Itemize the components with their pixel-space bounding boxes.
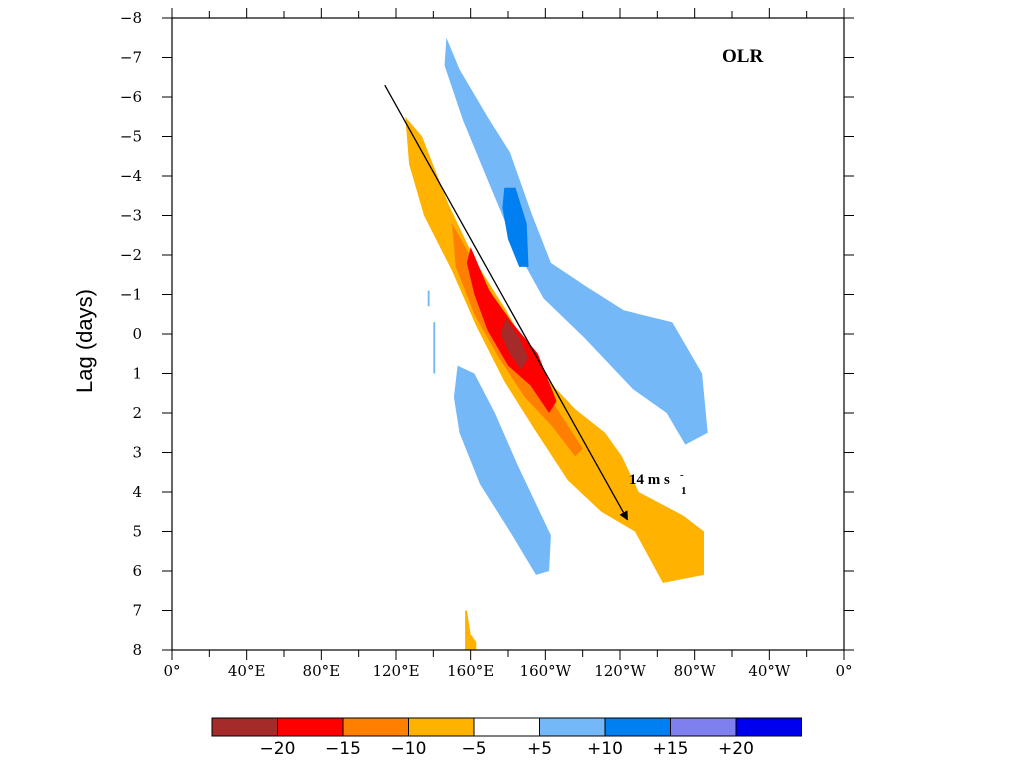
y-tick-label: 6	[132, 562, 142, 580]
colorbar-swatch	[473, 717, 540, 737]
shaded-regions	[405, 37, 708, 650]
colorbar-swatch	[539, 717, 606, 737]
chart-title: OLR	[722, 46, 763, 67]
y-tick-label: −7	[120, 49, 142, 67]
shaded-region-2	[453, 365, 551, 575]
y-tick-label: −1	[120, 286, 142, 304]
x-tick-label: 160°W	[520, 662, 572, 680]
colorbar-swatch	[735, 717, 802, 737]
colorbar-swatch	[211, 717, 278, 737]
colorbar-swatch	[670, 717, 737, 737]
shaded-region-6	[465, 610, 477, 650]
x-tick-label: 80°E	[303, 662, 341, 680]
y-tick-label: 5	[132, 523, 142, 541]
y-tick-label: −8	[120, 9, 142, 27]
shaded-region-9	[500, 318, 529, 370]
x-tick-label: 0°	[163, 662, 180, 680]
speed-annotation-superscript: -	[680, 469, 684, 481]
speed-annotation-subscript: 1	[681, 485, 687, 497]
y-axis: −8 −7 −6 −5 −4 −3 −2 −1 0 1 2 3 4 5 6 7 8	[120, 9, 854, 659]
y-tick-label: 1	[132, 365, 142, 383]
x-tick-label: 80°W	[674, 662, 717, 680]
x-axis: 0° 40°E 80°E 120°E 160°E 160°W 120°W 80°W 40°W 0°	[163, 8, 853, 680]
y-axis-label: Lag (days)	[72, 289, 97, 393]
colorbar-label: +5	[527, 739, 552, 759]
colorbar-label: −5	[461, 739, 486, 759]
y-tick-label: −2	[120, 246, 142, 264]
colorbar-label: +15	[653, 739, 689, 759]
x-tick-label: 40°W	[748, 662, 791, 680]
y-tick-label: −6	[120, 88, 142, 106]
x-tick-label: 120°W	[594, 662, 646, 680]
shaded-region-5	[405, 116, 704, 583]
y-tick-label: 0	[132, 325, 142, 343]
colorbar-label: −15	[325, 739, 361, 759]
speed-annotation: 14 m s	[629, 472, 670, 488]
shaded-region-1	[502, 187, 529, 267]
y-tick-label: 2	[132, 404, 142, 422]
x-tick-label: 160°E	[447, 662, 494, 680]
colorbar-label: +10	[587, 739, 623, 759]
shaded-region-4	[427, 290, 430, 307]
y-tick-label: 3	[132, 444, 142, 462]
x-tick-label: 120°E	[372, 662, 419, 680]
colorbar-label: −20	[260, 739, 296, 759]
shaded-region-3	[433, 322, 436, 374]
colorbar-label: +20	[718, 739, 754, 759]
y-tick-label: 7	[132, 602, 142, 620]
y-tick-label: 4	[132, 483, 142, 501]
y-tick-label: −5	[120, 128, 142, 146]
y-tick-label: −3	[120, 207, 142, 225]
colorbar-swatch	[277, 717, 344, 737]
y-tick-label: 8	[132, 641, 142, 659]
colorbar-swatch	[342, 717, 409, 737]
x-tick-label: 40°E	[228, 662, 266, 680]
y-tick-label: −4	[120, 167, 142, 185]
shaded-region-0	[444, 37, 708, 445]
propagation-arrow	[384, 84, 629, 521]
colorbar-swatch	[604, 717, 671, 737]
colorbar-swatch	[408, 717, 475, 737]
x-tick-label: 0°	[835, 662, 852, 680]
colorbar-label: −10	[391, 739, 427, 759]
colorbar: −20 −15 −10 −5 +5 +10 +15 +20	[211, 717, 802, 759]
